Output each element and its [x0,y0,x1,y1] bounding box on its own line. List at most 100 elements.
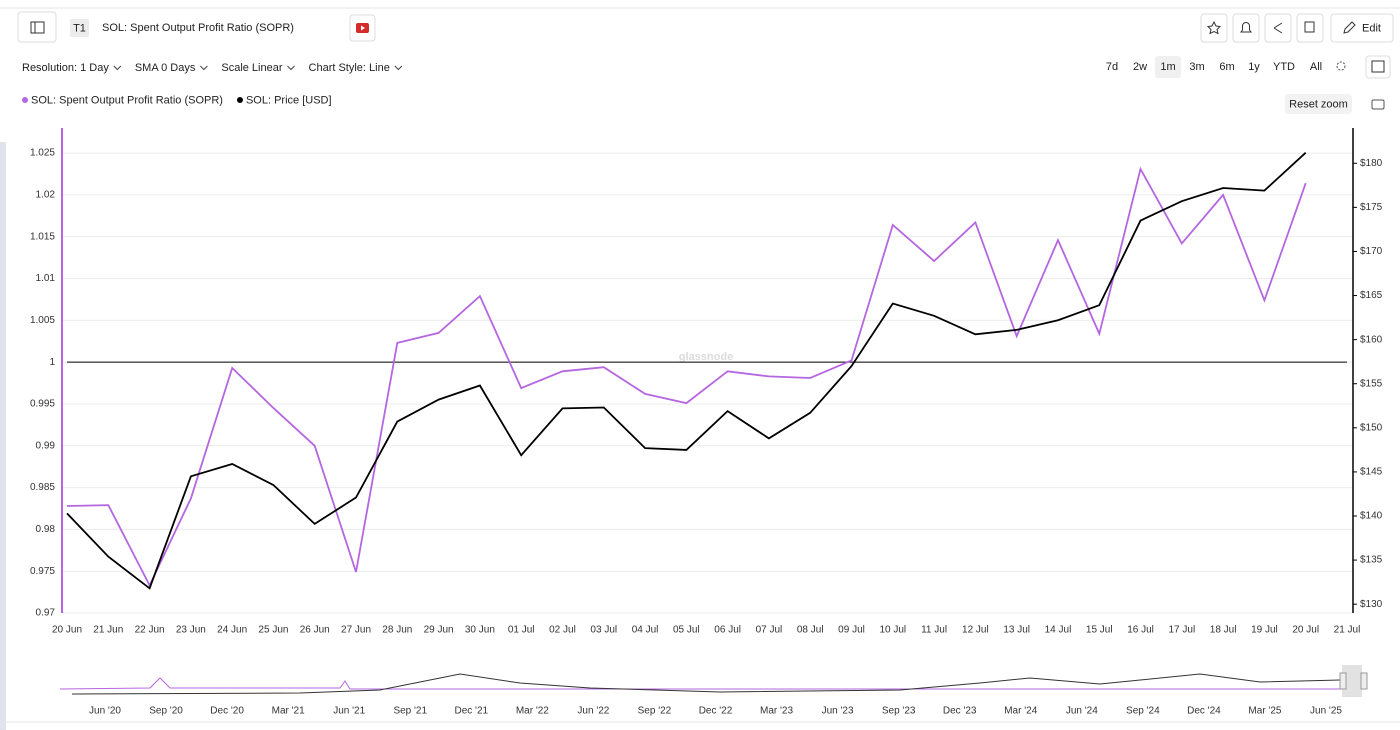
chart-title: SOL: Spent Output Profit Ratio (SOPR) [102,22,294,34]
y2-tick-label: $165 [1360,290,1383,301]
y-tick-label: 0.975 [30,566,55,577]
range-button[interactable]: YTD [1273,61,1295,73]
share-button[interactable] [1264,13,1292,43]
chevron [113,65,122,71]
side-strip [0,142,6,730]
reset-zoom-button[interactable] [1285,94,1352,114]
star-icon [1206,20,1222,35]
legend-label[interactable]: SOL: Spent Output Profit Ratio (SOPR) [31,94,223,106]
x-tick-label: 24 Jun [217,625,247,636]
camera-icon[interactable] [1371,99,1385,110]
share-icon [1273,22,1283,34]
x-tick-label: 11 Jul [921,625,947,636]
navigator-label: Dec '21 [455,706,489,717]
sidebar-icon [30,21,45,34]
navigator-window[interactable] [1342,665,1362,697]
x-tick-label: 27 Jun [341,625,371,636]
navigator-handle[interactable] [1339,672,1347,690]
series-line [66,152,1307,590]
y-tick-label: 0.995 [30,399,55,410]
x-tick-label: 01 Jul [508,625,535,636]
y2-tick-label: $145 [1360,467,1383,478]
y-tick-label: 0.99 [36,440,56,451]
x-tick-label: 20 Jul [1292,625,1319,636]
legend-swatch[interactable] [22,97,28,103]
y2-tick-label: $175 [1360,202,1383,213]
x-tick-label: 13 Jul [1003,625,1030,636]
x-tick-label: 06 Jul [714,625,741,636]
range-button[interactable]: All [1310,61,1322,73]
zoom-icon[interactable] [1336,61,1346,71]
navigator-sopr [59,677,1340,690]
range-button[interactable]: 2w [1133,61,1147,73]
sidebar-toggle[interactable] [17,11,57,43]
y2-tick-label: $160 [1360,334,1383,345]
badge-bg [70,19,89,37]
range-selected-bg [1155,56,1181,78]
y-tick-label: 1.02 [36,190,56,201]
navigator-handle[interactable] [1360,672,1368,690]
y2-tick-label: $170 [1360,246,1383,257]
y-tick-label: 1.005 [30,315,55,326]
navigator-label: Jun '23 [822,706,854,717]
y-tick-label: 1 [49,357,55,368]
range-button[interactable]: 1m [1160,61,1175,73]
y-tick-label: 0.985 [30,482,55,493]
navigator-label: Dec '22 [699,706,733,717]
y-tick-label: 1.01 [36,273,56,284]
x-tick-label: 18 Jul [1210,625,1237,636]
x-tick-label: 23 Jun [176,625,206,636]
toolbar-option[interactable]: Scale Linear [221,62,282,74]
toolbar-option[interactable]: SMA 0 Days [135,62,196,74]
range-button[interactable]: 6m [1219,61,1234,73]
alert-button[interactable] [1232,13,1260,43]
toolbar-option[interactable]: Resolution: 1 Day [22,62,109,74]
navigator-label: Sep '23 [882,706,916,717]
navigator-label: Jun '22 [577,706,609,717]
star-button[interactable] [1200,13,1228,43]
toolbar-option[interactable]: Chart Style: Line [309,62,390,74]
x-tick-label: 28 Jun [382,625,412,636]
navigator-label: Mar '25 [1248,706,1281,717]
navigator-label: Jun '21 [333,706,365,717]
edit-button[interactable] [1330,13,1394,43]
x-tick-label: 17 Jul [1168,625,1195,636]
legend-label[interactable]: SOL: Price [USD] [246,94,332,106]
navigator-price [71,673,1341,695]
y-tick-label: 1.015 [30,231,55,242]
legend-swatch[interactable] [236,97,243,103]
y2-tick-label: $130 [1360,599,1383,610]
x-tick-label: 26 Jun [300,625,330,636]
navigator-label: Dec '23 [943,706,977,717]
x-tick-label: 22 Jun [135,625,165,636]
navigator-label: Sep '22 [638,706,672,717]
copy-button[interactable] [1296,13,1324,43]
navigator-label: Mar '23 [760,706,793,717]
chevron [287,65,295,71]
navigator-label: Sep '24 [1126,706,1160,717]
reset-zoom-label: Reset zoom [1289,98,1348,110]
navigator-label: Jun '25 [1310,706,1342,717]
y-tick-label: 0.97 [36,608,56,619]
chevron [200,65,208,71]
pencil-icon [1343,21,1356,34]
navigator-label: Sep '20 [149,706,183,717]
range-button[interactable]: 1y [1248,61,1260,73]
x-tick-label: 09 Jul [838,625,865,636]
x-tick-label: 03 Jul [590,625,617,636]
navigator-label: Jun '20 [89,706,121,717]
y2-tick-label: $135 [1360,555,1383,566]
x-tick-label: 04 Jul [632,625,659,636]
x-tick-label: 07 Jul [756,625,783,636]
range-button[interactable]: 7d [1106,61,1118,73]
x-tick-label: 20 Jun [52,625,82,636]
x-tick-label: 14 Jul [1045,625,1072,636]
range-button[interactable]: 3m [1189,61,1204,73]
x-tick-label: 02 Jul [549,625,576,636]
calendar-button[interactable] [1365,55,1391,79]
navigator-label: Mar '22 [516,706,549,717]
x-tick-label: 25 Jun [258,625,288,636]
chevron [394,65,403,71]
x-tick-label: 19 Jul [1251,625,1278,636]
